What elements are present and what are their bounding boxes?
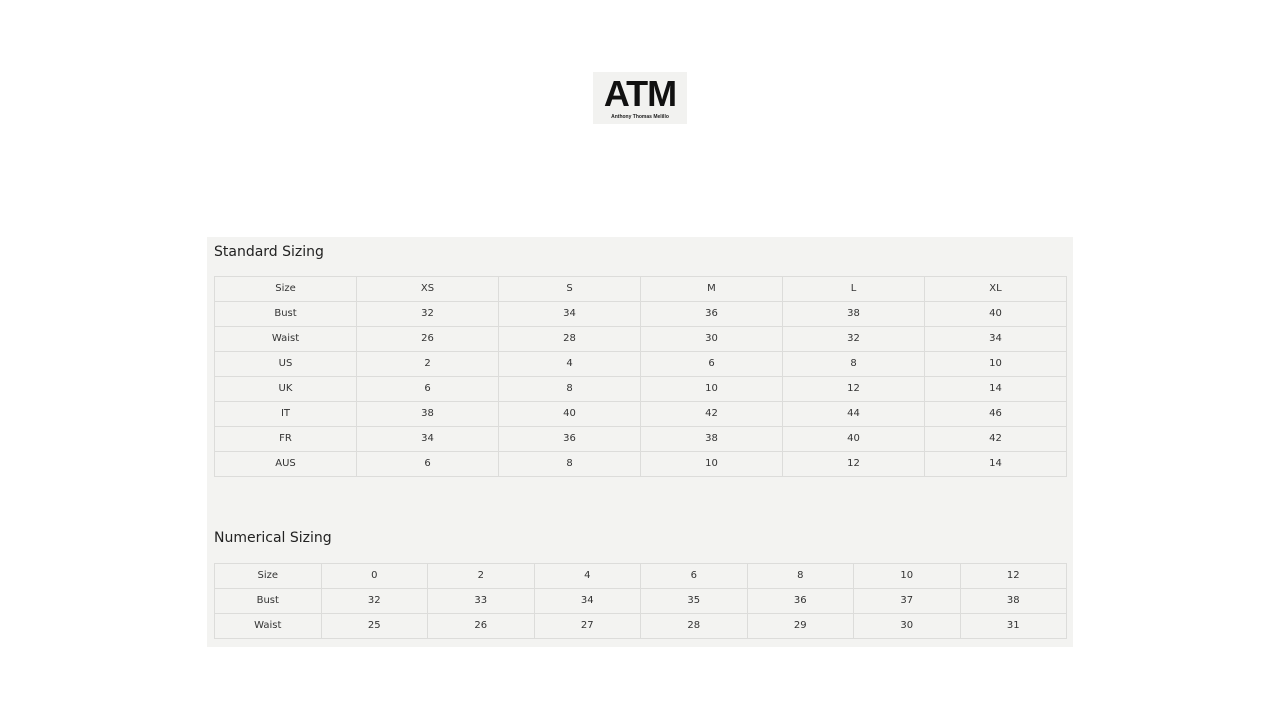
- table-cell: 6: [356, 376, 499, 402]
- table-cell: 25: [320, 613, 428, 639]
- table-cell: 29: [746, 613, 854, 639]
- table-row: Size XS S M L XL: [214, 276, 1067, 302]
- table-cell: 42: [924, 426, 1067, 452]
- table-cell: 38: [640, 426, 783, 452]
- table-cell: 12: [782, 451, 925, 477]
- table-row: IT 38 40 42 44 46: [214, 401, 1067, 427]
- row-header: Bust: [214, 588, 322, 614]
- table-row: US 2 4 6 8 10: [214, 351, 1067, 377]
- table-cell: 40: [782, 426, 925, 452]
- table-cell: 8: [782, 351, 925, 377]
- table-cell: 40: [924, 301, 1067, 327]
- table-cell: 28: [640, 613, 748, 639]
- table-row: Waist 25 26 27 28 29 30 31: [214, 613, 1067, 639]
- table-cell: 37: [853, 588, 961, 614]
- table-cell: 33: [427, 588, 535, 614]
- table-cell: 40: [498, 401, 641, 427]
- table-row: Waist 26 28 30 32 34: [214, 326, 1067, 352]
- table-cell: 31: [959, 613, 1067, 639]
- size-chart-panel: Standard Sizing Size XS S M L XL Bust 32 34 36 38 4…: [207, 237, 1073, 647]
- table-row: UK 6 8 10 12 14: [214, 376, 1067, 402]
- column-header: 8: [746, 563, 854, 589]
- logo-text: ATM: [603, 73, 677, 114]
- table-cell: 26: [427, 613, 535, 639]
- column-header: 12: [959, 563, 1067, 589]
- table-cell: 32: [782, 326, 925, 352]
- column-header: 0: [320, 563, 428, 589]
- table-cell: 36: [746, 588, 854, 614]
- table-cell: 6: [640, 351, 783, 377]
- column-header: 2: [427, 563, 535, 589]
- table-cell: 42: [640, 401, 783, 427]
- table-cell: 34: [356, 426, 499, 452]
- table-cell: 34: [924, 326, 1067, 352]
- numerical-sizing-table: Size 0 2 4 6 8 10 12 Bust 32 33 34 35 36 37 38 Waist 25 26…: [214, 563, 1067, 639]
- table-cell: 38: [959, 588, 1067, 614]
- table-cell: 6: [356, 451, 499, 477]
- table-row: AUS 6 8 10 12 14: [214, 451, 1067, 477]
- row-header: IT: [214, 401, 357, 427]
- table-cell: 44: [782, 401, 925, 427]
- table-cell: 32: [320, 588, 428, 614]
- standard-sizing-table: Size XS S M L XL Bust 32 34 36 38 40 Waist 26 28 30 32 34…: [214, 276, 1067, 477]
- column-header: Size: [214, 276, 357, 302]
- row-header: Waist: [214, 326, 357, 352]
- table-cell: 10: [640, 451, 783, 477]
- table-cell: 12: [782, 376, 925, 402]
- table-cell: 14: [924, 451, 1067, 477]
- table-row: Size 0 2 4 6 8 10 12: [214, 563, 1067, 589]
- table-cell: 30: [853, 613, 961, 639]
- row-header: US: [214, 351, 357, 377]
- table-cell: 14: [924, 376, 1067, 402]
- table-cell: 38: [782, 301, 925, 327]
- standard-sizing-title: Standard Sizing: [214, 244, 324, 260]
- table-row: FR 34 36 38 40 42: [214, 426, 1067, 452]
- column-header: XL: [924, 276, 1067, 302]
- column-header: L: [782, 276, 925, 302]
- row-header: Bust: [214, 301, 357, 327]
- column-header: 4: [533, 563, 641, 589]
- row-header: FR: [214, 426, 357, 452]
- brand-logo: ATM Anthony Thomas Melillo: [593, 72, 687, 124]
- column-header: XS: [356, 276, 499, 302]
- table-cell: 36: [640, 301, 783, 327]
- table-cell: 26: [356, 326, 499, 352]
- table-cell: 27: [533, 613, 641, 639]
- table-cell: 8: [498, 376, 641, 402]
- logo-subtitle: Anthony Thomas Melillo: [611, 114, 669, 120]
- table-cell: 34: [533, 588, 641, 614]
- table-cell: 38: [356, 401, 499, 427]
- numerical-sizing-title: Numerical Sizing: [214, 530, 332, 546]
- table-cell: 10: [924, 351, 1067, 377]
- table-cell: 34: [498, 301, 641, 327]
- table-row: Bust 32 34 36 38 40: [214, 301, 1067, 327]
- table-cell: 8: [498, 451, 641, 477]
- row-header: UK: [214, 376, 357, 402]
- table-cell: 4: [498, 351, 641, 377]
- table-cell: 36: [498, 426, 641, 452]
- column-header: M: [640, 276, 783, 302]
- table-cell: 46: [924, 401, 1067, 427]
- table-cell: 2: [356, 351, 499, 377]
- table-cell: 28: [498, 326, 641, 352]
- row-header: Waist: [214, 613, 322, 639]
- table-cell: 35: [640, 588, 748, 614]
- table-cell: 10: [640, 376, 783, 402]
- row-header: AUS: [214, 451, 357, 477]
- column-header: S: [498, 276, 641, 302]
- column-header: Size: [214, 563, 322, 589]
- table-cell: 30: [640, 326, 783, 352]
- table-row: Bust 32 33 34 35 36 37 38: [214, 588, 1067, 614]
- column-header: 10: [853, 563, 961, 589]
- column-header: 6: [640, 563, 748, 589]
- table-cell: 32: [356, 301, 499, 327]
